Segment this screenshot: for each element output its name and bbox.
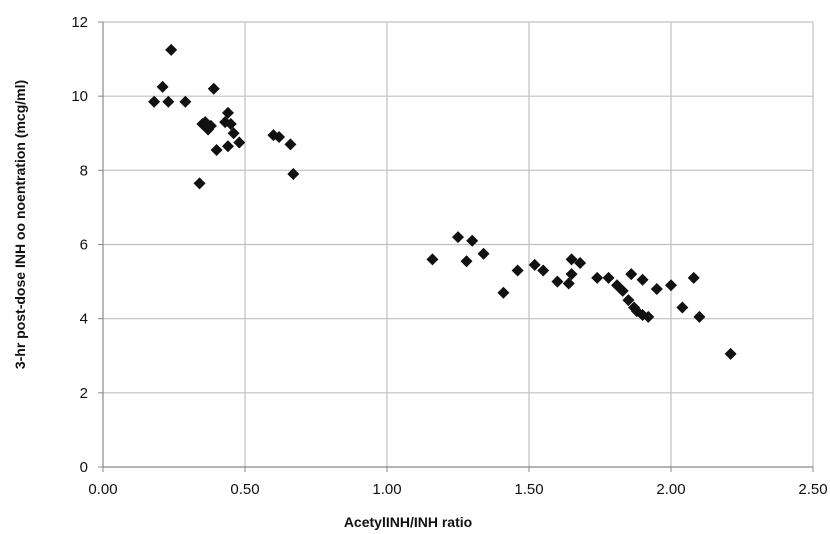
data-point xyxy=(284,138,297,151)
data-point xyxy=(537,264,550,277)
data-point xyxy=(193,177,206,190)
y-tick-label: 0 xyxy=(80,459,88,476)
grid-lines xyxy=(103,21,814,467)
x-axis-label: AcetylINH/INH ratio xyxy=(344,514,472,530)
x-tick-label: 1.00 xyxy=(372,481,401,498)
x-tick-label: 2.50 xyxy=(798,481,827,498)
y-tick-label: 4 xyxy=(80,311,88,328)
data-point xyxy=(162,95,175,108)
y-tick-label: 6 xyxy=(80,237,88,254)
data-point xyxy=(551,275,564,288)
y-tick-label: 8 xyxy=(80,162,88,179)
data-point xyxy=(287,168,300,181)
data-point xyxy=(616,284,629,297)
data-point xyxy=(460,255,473,268)
data-point xyxy=(207,82,220,95)
data-point xyxy=(227,127,240,140)
data-point xyxy=(273,130,286,143)
y-tick-label: 12 xyxy=(71,14,88,31)
data-point xyxy=(204,119,217,132)
x-tick-label: 0.00 xyxy=(88,481,117,498)
data-point xyxy=(665,279,677,292)
data-point xyxy=(565,253,578,266)
x-tick-label: 2.00 xyxy=(656,481,685,498)
data-point xyxy=(477,247,490,260)
axes xyxy=(98,21,814,472)
data-point xyxy=(165,43,178,56)
data-point xyxy=(511,264,524,277)
data-point xyxy=(602,271,615,284)
y-tick-label: 2 xyxy=(80,385,88,402)
data-point xyxy=(221,140,234,153)
data-point xyxy=(565,268,578,281)
data-point xyxy=(574,257,587,270)
y-axis-label: 3-hr post-dose INH oo noentration (mcg/m… xyxy=(12,80,28,369)
data-point xyxy=(202,123,215,136)
y-tick-labels: 0 2 4 6 8 10 12 xyxy=(71,14,88,476)
data-point xyxy=(466,234,479,247)
data-point xyxy=(562,277,575,290)
data-point xyxy=(426,253,439,266)
data-point xyxy=(156,80,169,93)
data-point xyxy=(497,286,510,299)
data-point xyxy=(636,273,649,286)
data-point xyxy=(650,283,663,295)
data-point xyxy=(528,258,541,271)
data-point xyxy=(724,347,737,360)
data-points xyxy=(148,43,737,360)
y-tick-label: 10 xyxy=(71,88,88,105)
data-point xyxy=(591,271,604,284)
data-point xyxy=(687,271,700,284)
data-point xyxy=(148,95,161,108)
data-point xyxy=(179,95,192,108)
data-point xyxy=(642,310,655,323)
x-tick-labels: 0.00 0.50 1.00 1.50 2.00 2.50 xyxy=(88,481,827,498)
data-point xyxy=(693,310,706,323)
data-point xyxy=(622,294,635,307)
data-point xyxy=(625,268,638,281)
data-point xyxy=(452,231,464,244)
data-point xyxy=(224,117,237,130)
x-tick-label: 0.50 xyxy=(230,481,259,498)
x-tick-label: 1.50 xyxy=(514,481,543,498)
data-point xyxy=(676,301,689,314)
data-point xyxy=(221,106,234,119)
data-point xyxy=(233,136,246,149)
data-point xyxy=(210,143,223,156)
